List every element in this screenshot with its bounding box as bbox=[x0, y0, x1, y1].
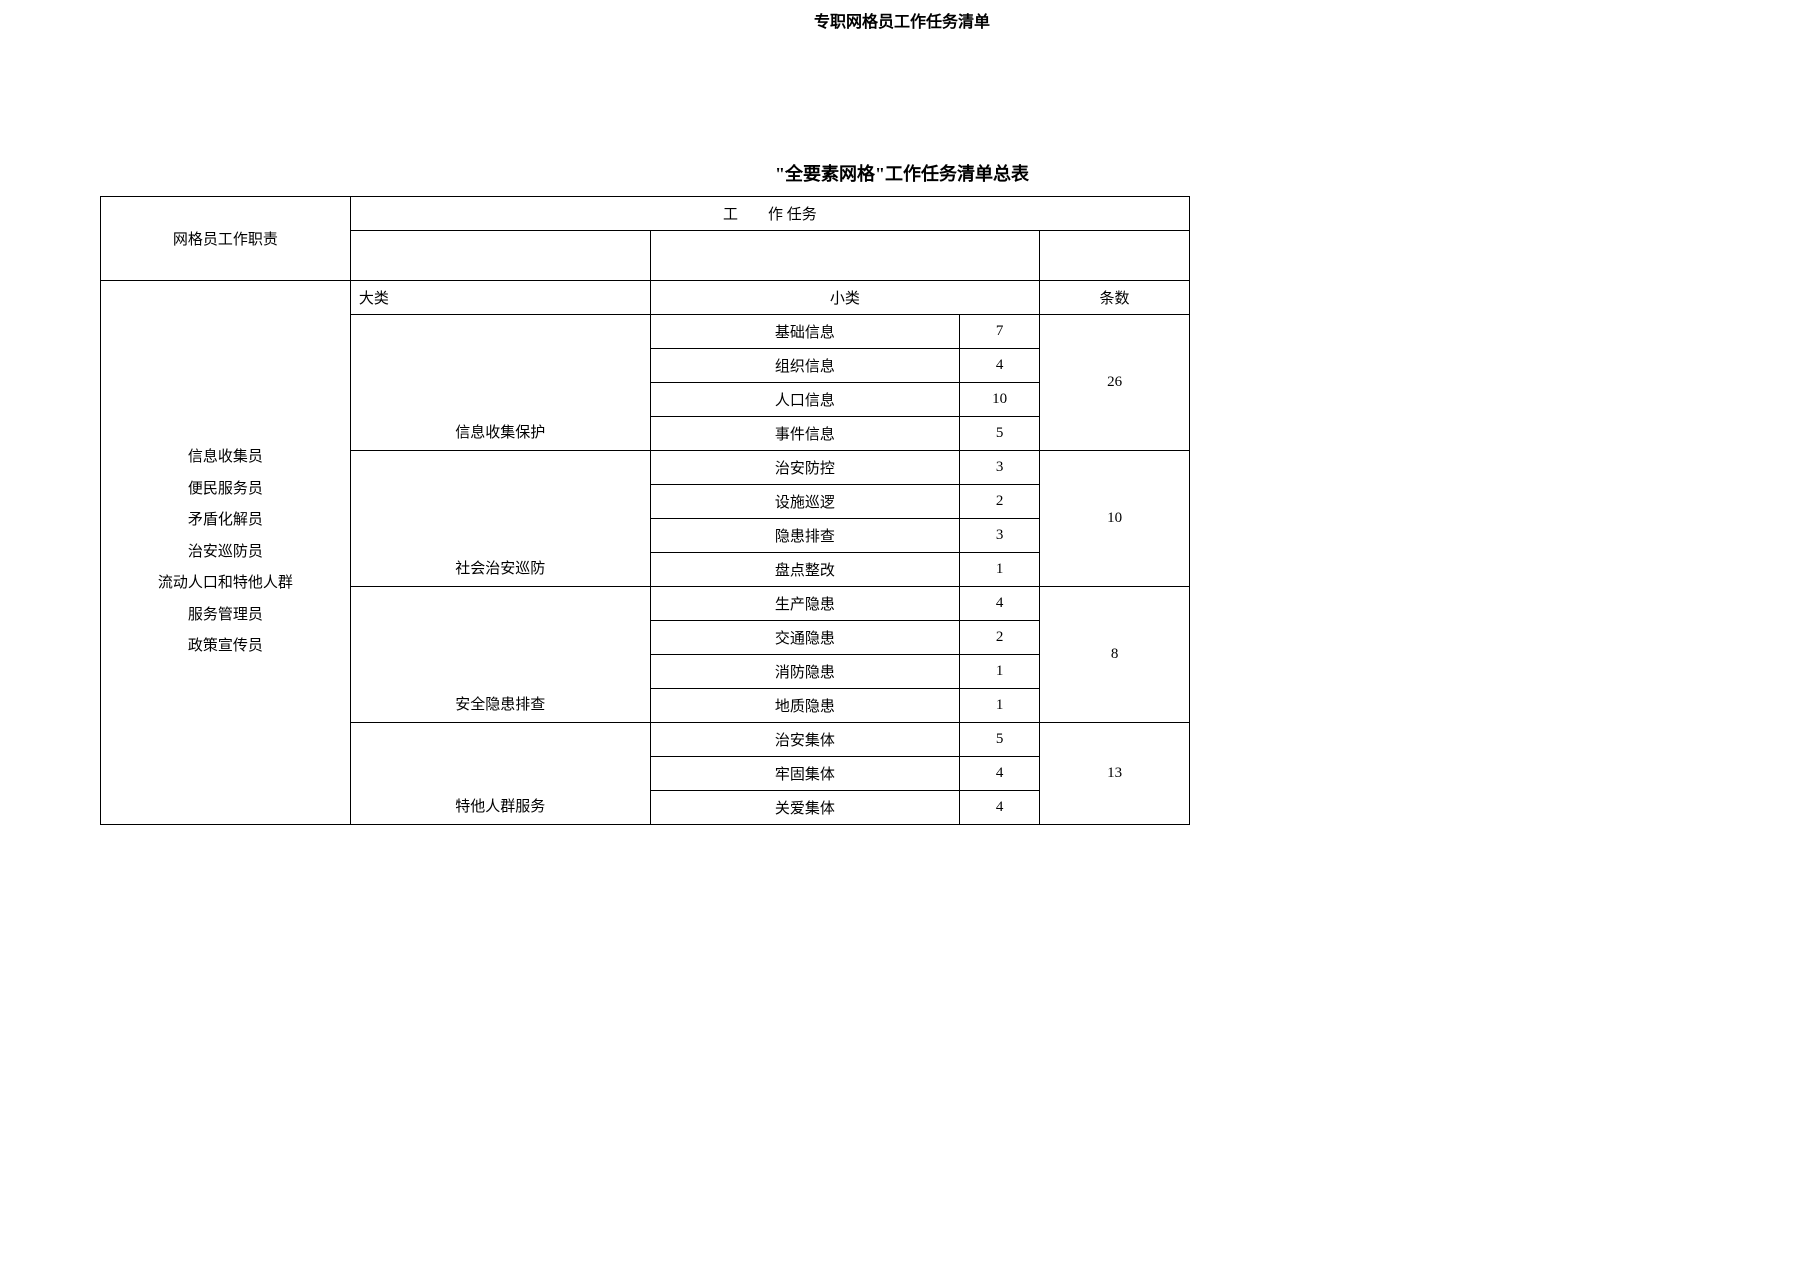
count-cell: 4 bbox=[960, 587, 1040, 621]
minor-cell: 基础信息 bbox=[650, 315, 960, 349]
total-cell: 8 bbox=[1040, 587, 1190, 723]
count-cell: 3 bbox=[960, 451, 1040, 485]
header-left: 网格员工作职责 bbox=[101, 197, 351, 281]
count-cell: 4 bbox=[960, 791, 1040, 825]
role-item: 信息收集员 bbox=[107, 442, 344, 474]
minor-cell: 关爱集体 bbox=[650, 791, 960, 825]
minor-cell: 事件信息 bbox=[650, 417, 960, 451]
minor-cell: 消防隐患 bbox=[650, 655, 960, 689]
count-cell: 1 bbox=[960, 689, 1040, 723]
count-cell: 4 bbox=[960, 757, 1040, 791]
count-cell: 4 bbox=[960, 349, 1040, 383]
roles-cell: 信息收集员便民服务员矛盾化解员治安巡防员流动人口和特他人群服务管理员政策宣传员 bbox=[101, 281, 351, 825]
minor-cell: 治安防控 bbox=[650, 451, 960, 485]
table-title: "全要素网格"工作任务清单总表 bbox=[0, 160, 1804, 186]
major-cell: 信息收集保护 bbox=[350, 315, 650, 451]
col-minor: 小类 bbox=[650, 281, 1040, 315]
count-cell: 5 bbox=[960, 723, 1040, 757]
major-cell: 安全隐患排查 bbox=[350, 587, 650, 723]
minor-cell: 组织信息 bbox=[650, 349, 960, 383]
minor-cell: 盘点整改 bbox=[650, 553, 960, 587]
col-count: 条数 bbox=[1040, 281, 1190, 315]
minor-cell: 牢固集体 bbox=[650, 757, 960, 791]
minor-cell: 治安集体 bbox=[650, 723, 960, 757]
header-row-3: 信息收集员便民服务员矛盾化解员治安巡防员流动人口和特他人群服务管理员政策宣传员大… bbox=[101, 281, 1190, 315]
minor-cell: 人口信息 bbox=[650, 383, 960, 417]
role-item: 便民服务员 bbox=[107, 474, 344, 506]
page: 专职网格员工作任务清单 "全要素网格"工作任务清单总表 网格员工作职责工 作 任… bbox=[0, 0, 1804, 1274]
role-item: 政策宣传员 bbox=[107, 631, 344, 663]
total-cell: 10 bbox=[1040, 451, 1190, 587]
header-task: 工 作 任务 bbox=[350, 197, 1189, 231]
minor-cell: 隐患排查 bbox=[650, 519, 960, 553]
total-cell: 26 bbox=[1040, 315, 1190, 451]
role-item: 流动人口和特他人群 bbox=[107, 568, 344, 600]
role-item: 服务管理员 bbox=[107, 600, 344, 632]
count-cell: 1 bbox=[960, 655, 1040, 689]
count-cell: 10 bbox=[960, 383, 1040, 417]
major-cell: 社会治安巡防 bbox=[350, 451, 650, 587]
document-title: 专职网格员工作任务清单 bbox=[0, 8, 1804, 32]
minor-cell: 交通隐患 bbox=[650, 621, 960, 655]
task-table: 网格员工作职责工 作 任务信息收集员便民服务员矛盾化解员治安巡防员流动人口和特他… bbox=[100, 196, 1190, 825]
header-sub-empty-3 bbox=[1040, 231, 1190, 281]
role-item: 矛盾化解员 bbox=[107, 505, 344, 537]
count-cell: 2 bbox=[960, 485, 1040, 519]
count-cell: 7 bbox=[960, 315, 1040, 349]
role-item: 治安巡防员 bbox=[107, 537, 344, 569]
header-row-1: 网格员工作职责工 作 任务 bbox=[101, 197, 1190, 231]
header-sub-empty-2 bbox=[650, 231, 1040, 281]
major-cell: 特他人群服务 bbox=[350, 723, 650, 825]
col-major: 大类 bbox=[350, 281, 650, 315]
minor-cell: 设施巡逻 bbox=[650, 485, 960, 519]
count-cell: 2 bbox=[960, 621, 1040, 655]
count-cell: 1 bbox=[960, 553, 1040, 587]
count-cell: 5 bbox=[960, 417, 1040, 451]
minor-cell: 生产隐患 bbox=[650, 587, 960, 621]
minor-cell: 地质隐患 bbox=[650, 689, 960, 723]
header-sub-empty-1 bbox=[350, 231, 650, 281]
count-cell: 3 bbox=[960, 519, 1040, 553]
total-cell: 13 bbox=[1040, 723, 1190, 825]
task-table-wrap: 网格员工作职责工 作 任务信息收集员便民服务员矛盾化解员治安巡防员流动人口和特他… bbox=[100, 196, 1190, 825]
